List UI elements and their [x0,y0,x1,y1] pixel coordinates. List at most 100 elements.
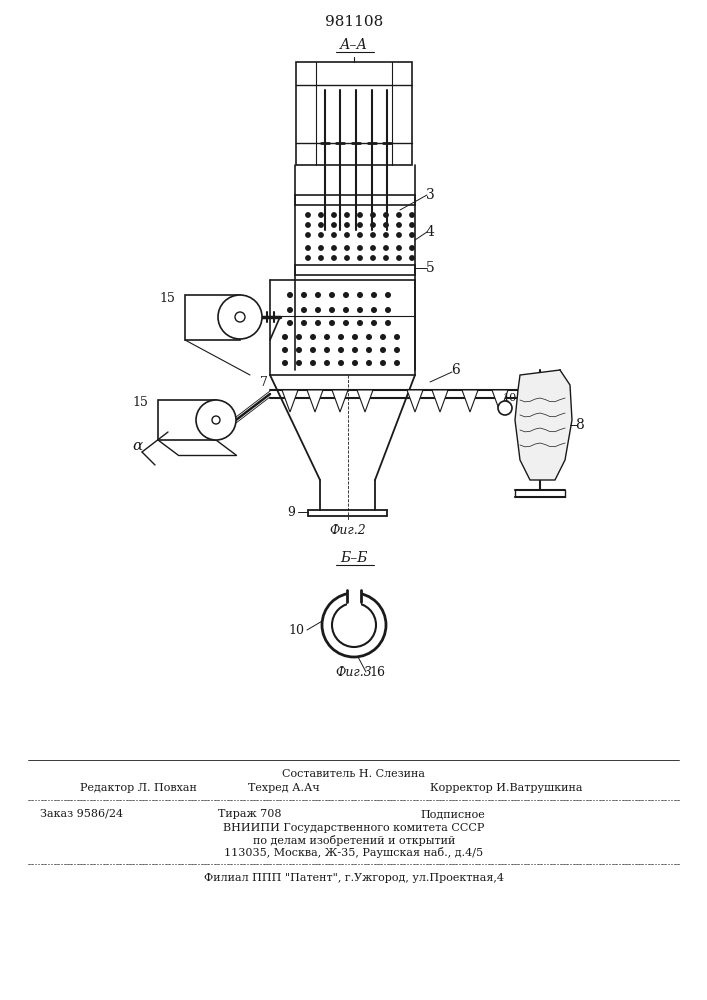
Circle shape [370,213,375,217]
Circle shape [410,213,414,217]
Bar [185,295,240,340]
Circle shape [372,308,376,312]
Circle shape [380,348,385,352]
Circle shape [288,321,292,325]
Circle shape [367,335,371,339]
Circle shape [384,233,388,237]
Circle shape [384,213,388,217]
Circle shape [297,348,301,352]
Circle shape [410,223,414,227]
Circle shape [196,400,236,440]
Circle shape [332,233,337,237]
Circle shape [345,246,349,250]
Circle shape [397,256,401,260]
Circle shape [358,246,362,250]
Circle shape [325,348,329,352]
Circle shape [367,361,371,365]
Circle shape [218,295,262,339]
Text: 9: 9 [287,506,295,518]
Circle shape [297,335,301,339]
Circle shape [344,308,349,312]
Circle shape [370,233,375,237]
Polygon shape [357,390,373,412]
Circle shape [329,321,334,325]
Circle shape [319,233,323,237]
Text: 16: 16 [369,666,385,680]
Circle shape [288,308,292,312]
Circle shape [322,593,386,657]
Text: 10: 10 [503,393,517,403]
Circle shape [358,293,362,297]
Circle shape [395,348,399,352]
Text: Тираж 708: Тираж 708 [218,809,281,819]
Circle shape [310,361,315,365]
Circle shape [310,335,315,339]
Circle shape [235,312,245,322]
Text: 15: 15 [159,292,175,304]
Circle shape [380,335,385,339]
Circle shape [325,335,329,339]
Circle shape [358,321,362,325]
Circle shape [345,213,349,217]
Circle shape [345,233,349,237]
Circle shape [372,293,376,297]
Circle shape [386,321,390,325]
Text: А–А: А–А [340,38,368,52]
Text: Составитель Н. Слезина: Составитель Н. Слезина [283,769,426,779]
Circle shape [319,213,323,217]
Circle shape [367,348,371,352]
Text: ВНИИПИ Государственного комитета СССР: ВНИИПИ Государственного комитета СССР [223,823,485,833]
Circle shape [498,401,512,415]
Circle shape [397,213,401,217]
Circle shape [395,361,399,365]
Circle shape [325,361,329,365]
Circle shape [332,213,337,217]
Circle shape [316,293,320,297]
Circle shape [288,293,292,297]
Circle shape [332,603,376,647]
Circle shape [410,256,414,260]
Circle shape [345,223,349,227]
Polygon shape [407,390,423,412]
Circle shape [306,213,310,217]
Text: 981108: 981108 [325,15,383,29]
Circle shape [345,256,349,260]
Circle shape [358,308,362,312]
Circle shape [339,335,344,339]
Text: 15: 15 [132,395,148,408]
Circle shape [384,223,388,227]
Circle shape [297,361,301,365]
Circle shape [370,246,375,250]
Bar [347,590,361,606]
Polygon shape [462,390,478,412]
Circle shape [372,321,376,325]
Circle shape [283,335,287,339]
Circle shape [358,213,362,217]
Circle shape [316,308,320,312]
Circle shape [306,246,310,250]
Text: 3: 3 [426,188,434,202]
Circle shape [310,348,315,352]
Circle shape [397,223,401,227]
Circle shape [370,256,375,260]
Circle shape [395,335,399,339]
Circle shape [358,223,362,227]
Circle shape [380,361,385,365]
Polygon shape [332,390,348,412]
Text: 8: 8 [575,418,585,432]
Text: Филиал ППП "Патент", г.Ужгород, ул.Проектная,4: Филиал ППП "Патент", г.Ужгород, ул.Проек… [204,873,504,883]
Bar [158,400,216,440]
Circle shape [319,246,323,250]
Polygon shape [432,390,448,412]
Circle shape [306,256,310,260]
Circle shape [344,293,349,297]
Text: 6: 6 [450,363,460,377]
Circle shape [329,293,334,297]
Circle shape [316,321,320,325]
Text: 7: 7 [260,376,268,389]
Circle shape [353,348,357,352]
Text: 10: 10 [288,624,304,637]
Circle shape [344,321,349,325]
Text: Подписное: Подписное [420,809,485,819]
Circle shape [302,308,306,312]
